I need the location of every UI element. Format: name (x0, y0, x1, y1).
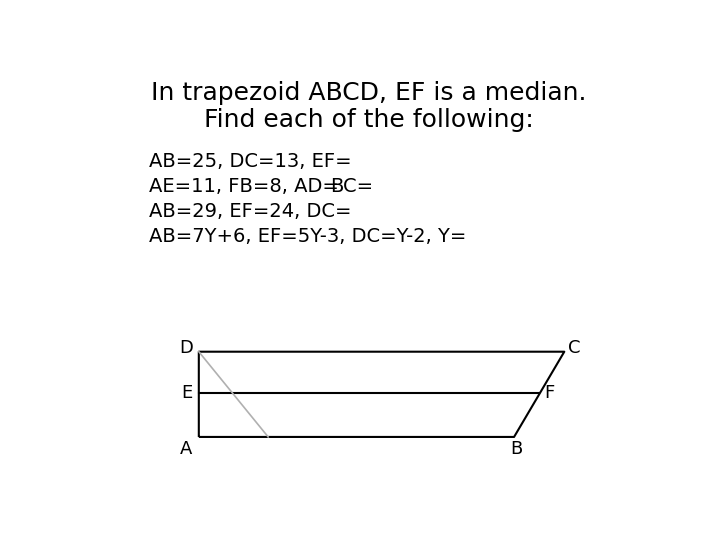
Text: In trapezoid ABCD, EF is a median.: In trapezoid ABCD, EF is a median. (151, 82, 587, 105)
Text: B: B (510, 441, 523, 458)
Text: F: F (544, 384, 554, 402)
Text: AB=29, EF=24, DC=: AB=29, EF=24, DC= (148, 202, 351, 221)
Text: A: A (180, 441, 193, 458)
Text: C: C (568, 339, 580, 357)
Text: Find each of the following:: Find each of the following: (204, 109, 534, 132)
Text: D: D (179, 339, 194, 357)
Text: AB=25, DC=13, EF=: AB=25, DC=13, EF= (148, 152, 351, 171)
Text: BC=: BC= (330, 177, 373, 196)
Text: AB=7Y+6, EF=5Y-3, DC=Y-2, Y=: AB=7Y+6, EF=5Y-3, DC=Y-2, Y= (148, 227, 466, 246)
Text: E: E (181, 384, 192, 402)
Text: AE=11, FB=8, AD=: AE=11, FB=8, AD= (148, 177, 338, 196)
